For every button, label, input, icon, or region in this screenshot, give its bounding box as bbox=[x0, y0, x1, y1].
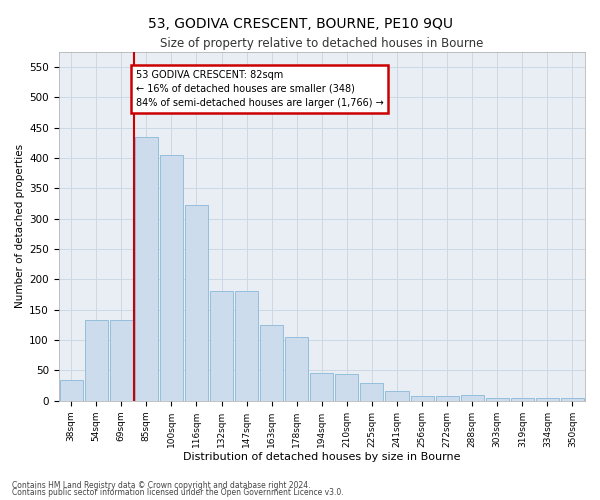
Y-axis label: Number of detached properties: Number of detached properties bbox=[15, 144, 25, 308]
Text: Contains public sector information licensed under the Open Government Licence v3: Contains public sector information licen… bbox=[12, 488, 344, 497]
Bar bbox=[486, 398, 509, 401]
Bar bbox=[135, 136, 158, 401]
Text: 53 GODIVA CRESCENT: 82sqm
← 16% of detached houses are smaller (348)
84% of semi: 53 GODIVA CRESCENT: 82sqm ← 16% of detac… bbox=[136, 70, 383, 108]
Bar bbox=[85, 320, 108, 401]
Bar bbox=[310, 373, 334, 401]
Bar bbox=[410, 396, 434, 401]
Bar bbox=[436, 396, 458, 401]
Text: Contains HM Land Registry data © Crown copyright and database right 2024.: Contains HM Land Registry data © Crown c… bbox=[12, 480, 311, 490]
Bar bbox=[160, 155, 183, 401]
Bar bbox=[110, 320, 133, 401]
Bar bbox=[561, 398, 584, 401]
Bar bbox=[361, 383, 383, 401]
X-axis label: Distribution of detached houses by size in Bourne: Distribution of detached houses by size … bbox=[183, 452, 461, 462]
Text: 53, GODIVA CRESCENT, BOURNE, PE10 9QU: 53, GODIVA CRESCENT, BOURNE, PE10 9QU bbox=[148, 18, 452, 32]
Bar bbox=[385, 390, 409, 401]
Title: Size of property relative to detached houses in Bourne: Size of property relative to detached ho… bbox=[160, 38, 484, 51]
Bar bbox=[260, 325, 283, 401]
Bar bbox=[536, 398, 559, 401]
Bar bbox=[461, 396, 484, 401]
Bar bbox=[185, 204, 208, 401]
Bar bbox=[511, 398, 534, 401]
Bar bbox=[235, 291, 258, 401]
Bar bbox=[335, 374, 358, 401]
Bar bbox=[210, 291, 233, 401]
Bar bbox=[59, 380, 83, 401]
Bar bbox=[285, 337, 308, 401]
